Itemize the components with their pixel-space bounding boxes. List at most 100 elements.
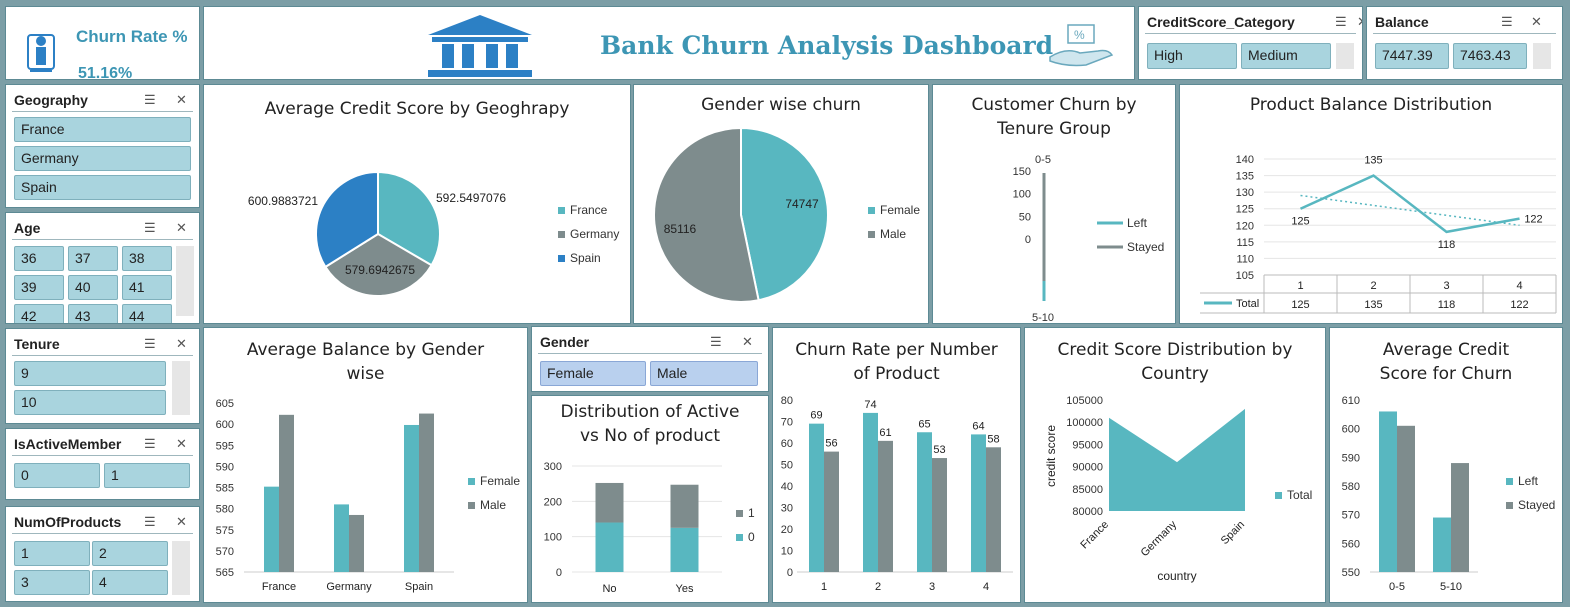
slicer-item-age[interactable]: 39 [14, 275, 64, 300]
slicer-balance: Balance ☰ ✕ 7447.39 7463.43 [1366, 6, 1563, 80]
legend-label: Total [1287, 488, 1312, 502]
slicer-scrollbar[interactable] [172, 361, 190, 415]
clear-filter-icon[interactable]: ✕ [1357, 14, 1362, 30]
multi-select-icon[interactable]: ☰ [144, 336, 156, 351]
bar [971, 434, 986, 572]
slicer-item-age[interactable]: 36 [14, 246, 64, 271]
chart-title: Credit Score Distribution by Country [1057, 340, 1293, 384]
x-tick-label: Spain [405, 581, 433, 593]
y-tick-label: 570 [1342, 510, 1360, 522]
slicer-item-products-3[interactable]: 3 [14, 570, 90, 595]
clear-filter-icon[interactable]: ✕ [742, 334, 753, 349]
y-tick-label: 50 [1019, 211, 1031, 223]
slicer-item-medium[interactable]: Medium [1241, 43, 1331, 69]
clear-filter-icon[interactable]: ✕ [176, 220, 187, 235]
chart-avg-balance-gender: Average Balance by Gender wise 605 600 595… [203, 327, 528, 603]
slicer-item-active-1[interactable]: 1 [104, 463, 190, 488]
x-tick-label: Yes [676, 583, 694, 595]
y-tick-label: 120 [1236, 220, 1254, 232]
stacked-bar-chart: 300 200 100 0 No Yes 1 0 [544, 461, 755, 595]
svg-text:%: % [1074, 28, 1085, 42]
legend-swatch [558, 255, 565, 262]
multi-select-icon[interactable]: ☰ [1501, 14, 1513, 29]
x-tick-label: 1 [821, 581, 827, 593]
data-label: 61 [879, 427, 891, 439]
multi-select-icon[interactable]: ☰ [144, 514, 156, 529]
slicer-scrollbar[interactable] [172, 541, 190, 595]
slicer-item-france[interactable]: France [14, 117, 191, 142]
slicer-gender: Gender ☰ ✕ Female Male [531, 326, 769, 392]
clear-filter-icon[interactable]: ✕ [176, 436, 187, 451]
clear-filter-icon[interactable]: ✕ [176, 92, 187, 107]
clear-filter-icon[interactable]: ✕ [1531, 14, 1542, 29]
slicer-item-balance-1[interactable]: 7447.39 [1375, 43, 1449, 69]
x-axis-title: country [1157, 569, 1196, 583]
slicer-item-tenure-9[interactable]: 9 [14, 361, 166, 386]
x-tick-label: 0-5 [1035, 154, 1051, 166]
slicer-scrollbar[interactable] [1336, 43, 1354, 69]
slicer-item-high[interactable]: High [1147, 43, 1237, 69]
multi-select-icon[interactable]: ☰ [144, 220, 156, 235]
y-tick-label: 565 [216, 567, 234, 579]
multi-select-icon[interactable]: ☰ [1335, 14, 1347, 29]
data-label: 69 [810, 410, 822, 422]
data-label: 53 [933, 444, 945, 456]
legend-label: 1 [748, 506, 755, 520]
kpi-value: 51.16% [78, 65, 133, 80]
chart-gender-churn: Gender wise churn 74747 85116 Female Male [633, 84, 929, 324]
y-tick-label: 135 [1236, 171, 1254, 183]
y-tick-label: 70 [781, 417, 793, 429]
y-tick-label: 0 [556, 567, 562, 579]
percent-hand-icon: % [1046, 21, 1116, 74]
multi-select-icon[interactable]: ☰ [144, 436, 156, 451]
slicer-item-age[interactable]: 44 [122, 304, 172, 323]
legend-label: Stayed [1127, 240, 1164, 254]
data-label: 56 [825, 438, 837, 450]
bar [404, 424, 419, 572]
legend-swatch [1275, 492, 1282, 499]
y-tick-label: 610 [1342, 395, 1360, 407]
slicer-item-male[interactable]: Male [650, 361, 758, 386]
slicer-item-tenure-10[interactable]: 10 [14, 390, 166, 415]
y-tick-label: 580 [216, 504, 234, 516]
slicer-credit-score-category: CreditScore_Category ☰ ✕ High Medium [1138, 6, 1363, 80]
slicer-item-germany[interactable]: Germany [14, 146, 191, 171]
dashboard-title: Bank Churn Analysis Dashboard [600, 31, 1054, 60]
multi-select-icon[interactable]: ☰ [144, 92, 156, 107]
legend-swatch [868, 231, 875, 238]
slicer-item-spain[interactable]: Spain [14, 175, 191, 200]
legend-swatch [736, 510, 743, 517]
slicer-item-active-0[interactable]: 0 [14, 463, 100, 488]
slicer-item-age[interactable]: 38 [122, 246, 172, 271]
chart-title: Average Credit Score by Geoghrapy [264, 99, 570, 119]
slicer-item-balance-2[interactable]: 7463.43 [1453, 43, 1527, 69]
slicer-item-age[interactable]: 37 [68, 246, 118, 271]
clear-filter-icon[interactable]: ✕ [176, 514, 187, 529]
slicer-item-age[interactable]: 40 [68, 275, 118, 300]
y-tick-label: 125 [1236, 204, 1254, 216]
slicer-item-products-1[interactable]: 1 [14, 541, 90, 566]
chart-avg-credit-churn: Average Credit Score for Churn 610 600 590… [1329, 327, 1563, 603]
multi-select-icon[interactable]: ☰ [710, 334, 722, 349]
slicer-scrollbar[interactable] [176, 246, 194, 316]
data-label: 125 [1291, 216, 1309, 228]
slicer-item-products-2[interactable]: 2 [92, 541, 168, 566]
slicer-item-female[interactable]: Female [540, 361, 646, 386]
slicer-item-products-4[interactable]: 4 [92, 570, 168, 595]
table-value: 118 [1438, 299, 1456, 311]
slicer-item-age[interactable]: 41 [122, 275, 172, 300]
x-tick-label: No [602, 583, 616, 595]
clear-filter-icon[interactable]: ✕ [176, 336, 187, 351]
slicer-label: NumOfProducts [14, 514, 122, 530]
slicer-item-age[interactable]: 43 [68, 304, 118, 323]
bank-teller-icon [24, 21, 58, 73]
legend-label: Male [880, 227, 906, 241]
slicer-scrollbar[interactable] [1533, 43, 1551, 69]
y-tick-label: 590 [216, 461, 234, 473]
bar [349, 514, 364, 572]
x-tick-label: Spain [1219, 519, 1247, 547]
y-tick-label: 590 [1342, 452, 1360, 464]
x-tick-label: Germany [1139, 518, 1180, 559]
slicer-item-age[interactable]: 42 [14, 304, 64, 323]
trendline [1300, 194, 1520, 227]
